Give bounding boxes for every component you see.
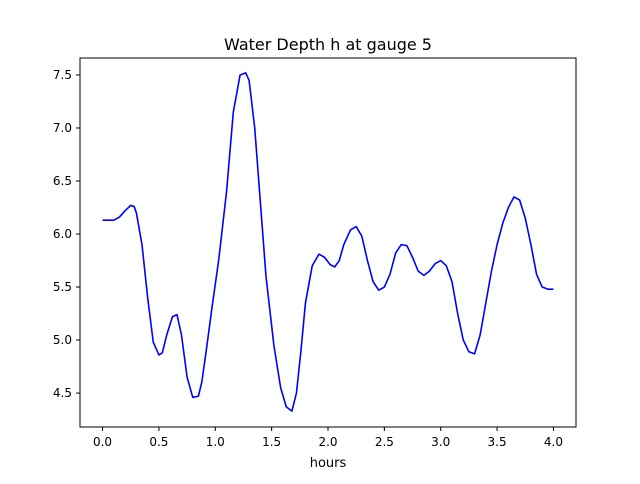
x-tick-label: 0.0	[93, 435, 112, 449]
y-tick-label: 4.5	[53, 386, 72, 400]
x-tick-label: 3.5	[488, 435, 507, 449]
x-tick-label: 1.5	[262, 435, 281, 449]
y-tick-label: 5.5	[53, 280, 72, 294]
series-layer	[102, 72, 554, 412]
y-tick-label: 5.0	[53, 333, 72, 347]
x-axis-label: hours	[310, 456, 347, 471]
y-tick-label: 7.0	[53, 121, 72, 135]
x-tick-label: 3.0	[431, 435, 450, 449]
x-tick-label: 4.0	[544, 435, 563, 449]
y-tick-label: 6.5	[53, 174, 72, 188]
x-axis: 0.0 0.5 1.0 1.5 2.0 2.5 3.0 3.5 4.0	[93, 427, 563, 449]
x-tick-label: 2.5	[375, 435, 394, 449]
y-axis: 4.5 5.0 5.5 6.0 6.5 7.0 7.5	[53, 68, 80, 400]
chart-title: Water Depth h at gauge 5	[224, 35, 432, 54]
x-tick-label: 0.5	[149, 435, 168, 449]
series-line-0	[102, 72, 554, 412]
y-tick-label: 6.0	[53, 227, 72, 241]
x-tick-label: 1.0	[206, 435, 225, 449]
x-tick-label: 2.0	[318, 435, 337, 449]
y-tick-label: 7.5	[53, 68, 72, 82]
